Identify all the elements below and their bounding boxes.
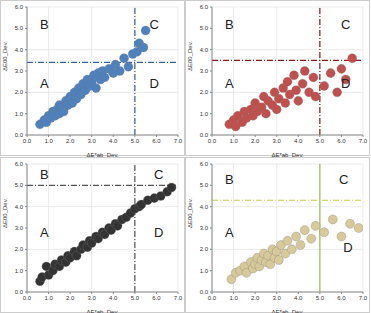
svg-text:0.0: 0.0 bbox=[208, 138, 217, 144]
svg-text:3.0: 3.0 bbox=[200, 68, 209, 74]
svg-text:7.0: 7.0 bbox=[174, 295, 183, 301]
svg-text:A: A bbox=[225, 76, 234, 91]
svg-text:2.0: 2.0 bbox=[66, 295, 75, 301]
svg-text:6.0: 6.0 bbox=[337, 138, 346, 144]
svg-text:1.0: 1.0 bbox=[15, 267, 24, 273]
svg-text:4.0: 4.0 bbox=[200, 47, 209, 53]
svg-text:6.0: 6.0 bbox=[15, 4, 24, 10]
svg-text:1.0: 1.0 bbox=[200, 267, 209, 273]
svg-text:5.0: 5.0 bbox=[131, 138, 140, 144]
svg-text:ΔE*ab_Dev.: ΔE*ab_Dev. bbox=[86, 152, 119, 157]
svg-text:0.0: 0.0 bbox=[200, 289, 209, 295]
svg-text:1.0: 1.0 bbox=[44, 295, 53, 301]
svg-text:0.0: 0.0 bbox=[23, 295, 32, 301]
svg-text:3.0: 3.0 bbox=[200, 225, 209, 231]
svg-text:6.0: 6.0 bbox=[152, 295, 161, 301]
svg-text:D: D bbox=[150, 76, 159, 91]
svg-text:B: B bbox=[40, 167, 49, 182]
svg-text:3.0: 3.0 bbox=[88, 138, 97, 144]
svg-text:1.0: 1.0 bbox=[229, 295, 238, 301]
svg-text:2.0: 2.0 bbox=[251, 295, 260, 301]
svg-text:ΔE*ab_Dev.: ΔE*ab_Dev. bbox=[86, 309, 119, 313]
svg-text:A: A bbox=[40, 76, 49, 91]
svg-text:A: A bbox=[225, 224, 234, 239]
svg-text:ΔE*ab_Dev.: ΔE*ab_Dev. bbox=[271, 152, 304, 157]
svg-text:5.0: 5.0 bbox=[15, 25, 24, 31]
svg-text:3.0: 3.0 bbox=[88, 295, 97, 301]
svg-text:3.0: 3.0 bbox=[273, 138, 282, 144]
svg-text:2.0: 2.0 bbox=[66, 138, 75, 144]
svg-text:5.0: 5.0 bbox=[200, 25, 209, 31]
svg-text:0.0: 0.0 bbox=[200, 132, 209, 138]
svg-text:3.0: 3.0 bbox=[273, 295, 282, 301]
svg-text:B: B bbox=[225, 171, 234, 186]
svg-text:1.0: 1.0 bbox=[44, 138, 53, 144]
svg-text:0.0: 0.0 bbox=[15, 132, 24, 138]
svg-text:4.0: 4.0 bbox=[294, 138, 303, 144]
svg-text:1.0: 1.0 bbox=[200, 111, 209, 117]
svg-text:2.0: 2.0 bbox=[200, 89, 209, 95]
svg-text:1.0: 1.0 bbox=[15, 111, 24, 117]
svg-text:ΔE*ab_Dev.: ΔE*ab_Dev. bbox=[271, 309, 304, 313]
svg-text:C: C bbox=[339, 171, 348, 186]
svg-text:ΔE00_Dev.: ΔE00_Dev. bbox=[187, 41, 193, 71]
svg-text:4.0: 4.0 bbox=[15, 203, 24, 209]
svg-text:D: D bbox=[154, 224, 163, 239]
svg-text:D: D bbox=[343, 239, 352, 254]
svg-text:7.0: 7.0 bbox=[359, 138, 363, 144]
svg-text:3.0: 3.0 bbox=[15, 225, 24, 231]
svg-text:C: C bbox=[341, 17, 350, 32]
svg-text:3.0: 3.0 bbox=[15, 68, 24, 74]
svg-text:4.0: 4.0 bbox=[109, 295, 118, 301]
svg-text:7.0: 7.0 bbox=[359, 295, 363, 301]
svg-text:D: D bbox=[341, 76, 350, 91]
svg-text:5.0: 5.0 bbox=[15, 182, 24, 188]
svg-text:2.0: 2.0 bbox=[15, 89, 24, 95]
svg-text:5.0: 5.0 bbox=[316, 295, 325, 301]
svg-text:B: B bbox=[40, 17, 49, 32]
svg-text:0.0: 0.0 bbox=[23, 138, 32, 144]
svg-text:B: B bbox=[225, 17, 234, 32]
svg-text:C: C bbox=[154, 167, 163, 182]
svg-text:2.0: 2.0 bbox=[200, 246, 209, 252]
svg-text:5.0: 5.0 bbox=[200, 182, 209, 188]
svg-text:6.0: 6.0 bbox=[152, 138, 161, 144]
svg-text:4.0: 4.0 bbox=[15, 47, 24, 53]
svg-text:6.0: 6.0 bbox=[337, 295, 346, 301]
svg-text:ΔE00_Dev.: ΔE00_Dev. bbox=[8, 197, 9, 227]
svg-text:0.0: 0.0 bbox=[15, 289, 24, 295]
svg-text:5.0: 5.0 bbox=[131, 295, 140, 301]
svg-text:4.0: 4.0 bbox=[200, 203, 209, 209]
svg-text:4.0: 4.0 bbox=[109, 138, 118, 144]
svg-text:2.0: 2.0 bbox=[15, 246, 24, 252]
svg-text:A: A bbox=[40, 224, 49, 239]
svg-text:1.0: 1.0 bbox=[229, 138, 238, 144]
svg-text:4.0: 4.0 bbox=[294, 295, 303, 301]
svg-text:C: C bbox=[150, 17, 159, 32]
svg-text:6.0: 6.0 bbox=[200, 4, 209, 10]
svg-text:6.0: 6.0 bbox=[200, 161, 209, 167]
svg-text:6.0: 6.0 bbox=[15, 161, 24, 167]
svg-text:7.0: 7.0 bbox=[174, 138, 183, 144]
svg-text:ΔE00_Dev.: ΔE00_Dev. bbox=[8, 41, 9, 71]
svg-text:ΔE00_Dev.: ΔE00_Dev. bbox=[187, 197, 193, 227]
svg-text:5.0: 5.0 bbox=[316, 138, 325, 144]
svg-text:2.0: 2.0 bbox=[251, 138, 260, 144]
svg-text:0.0: 0.0 bbox=[208, 295, 217, 301]
